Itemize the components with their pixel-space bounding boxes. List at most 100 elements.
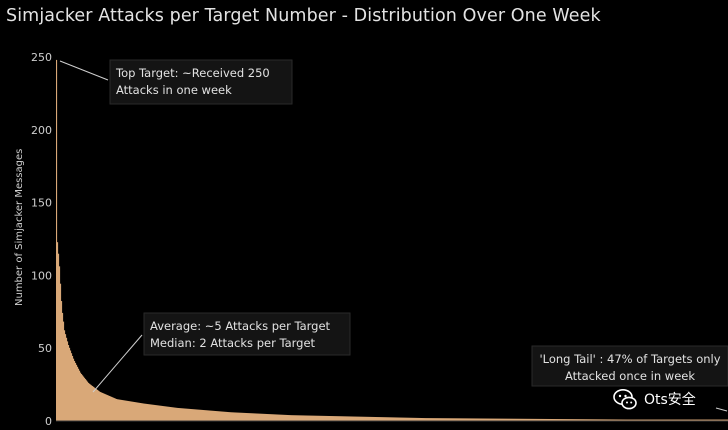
bar <box>581 419 583 421</box>
bar <box>443 418 445 421</box>
bar <box>154 404 156 421</box>
bar <box>152 404 154 421</box>
bar <box>662 419 664 421</box>
bar <box>297 415 299 421</box>
bar <box>555 419 557 421</box>
bar <box>60 283 62 421</box>
bar <box>579 419 581 421</box>
bar <box>351 416 353 421</box>
bar <box>583 419 585 421</box>
bar <box>470 418 472 421</box>
bar <box>308 415 310 421</box>
bar <box>638 419 640 421</box>
bar <box>160 405 162 421</box>
bar <box>96 389 98 421</box>
bar <box>528 418 530 421</box>
bar <box>402 417 404 421</box>
bar <box>66 337 68 421</box>
bar <box>635 419 637 421</box>
bar <box>617 419 619 421</box>
bar <box>655 419 657 421</box>
bar <box>665 419 667 421</box>
bar <box>434 418 436 421</box>
bar <box>677 419 679 421</box>
bar <box>99 391 101 421</box>
bar <box>436 418 438 421</box>
bar <box>551 418 553 421</box>
bar <box>231 412 233 421</box>
bar <box>660 419 662 421</box>
bar <box>667 419 669 421</box>
bar <box>626 419 628 421</box>
bar <box>408 417 410 421</box>
bar <box>465 418 467 421</box>
bar <box>630 419 632 421</box>
bar <box>538 418 540 421</box>
bar <box>661 419 663 421</box>
bar <box>399 417 401 421</box>
bar <box>492 418 494 421</box>
bar <box>398 417 400 421</box>
bar <box>548 418 550 421</box>
bar <box>251 413 253 421</box>
bar <box>451 418 453 421</box>
bar <box>605 419 607 421</box>
bar <box>544 418 546 421</box>
bar <box>490 418 492 421</box>
bar <box>310 415 312 421</box>
bar <box>560 419 562 421</box>
bar <box>371 416 373 421</box>
bar <box>680 419 682 421</box>
bar <box>244 412 246 421</box>
bar <box>243 412 245 421</box>
bar <box>512 418 514 421</box>
bar <box>625 419 627 421</box>
bar <box>144 403 146 421</box>
bar <box>77 366 79 421</box>
y-tick-label: 50 <box>38 342 52 355</box>
bar <box>438 418 440 421</box>
bar <box>114 398 116 421</box>
bar <box>346 416 348 421</box>
bar <box>424 418 426 421</box>
bar <box>419 417 421 421</box>
bar <box>136 402 138 421</box>
bar <box>466 418 468 421</box>
bar <box>191 409 193 421</box>
bar <box>417 417 419 421</box>
bar <box>385 417 387 421</box>
bar <box>637 419 639 421</box>
bar <box>116 398 118 421</box>
bar <box>186 408 188 421</box>
bar <box>153 404 155 421</box>
bar <box>550 418 552 421</box>
bar <box>227 411 229 421</box>
bar <box>162 405 164 421</box>
bar <box>549 418 551 421</box>
bar <box>576 419 578 421</box>
bar <box>433 418 435 421</box>
bar <box>516 418 518 421</box>
bar <box>517 418 519 421</box>
bar <box>119 399 121 421</box>
bar <box>59 266 61 421</box>
bar <box>179 408 181 421</box>
bar <box>719 419 721 421</box>
bar <box>510 418 512 421</box>
bar <box>711 419 713 421</box>
bar <box>503 418 505 421</box>
bar <box>647 419 649 421</box>
bar <box>286 414 288 421</box>
bar <box>105 394 107 421</box>
bar <box>363 416 365 421</box>
bar <box>418 417 420 421</box>
bar <box>169 406 171 421</box>
bar <box>692 419 694 421</box>
bar <box>100 392 102 421</box>
bar <box>322 415 324 421</box>
bar <box>280 414 282 421</box>
long-tail-connector <box>715 407 728 412</box>
y-tick-label: 250 <box>31 51 52 64</box>
watermark-text: Ots安全 <box>644 392 696 408</box>
bar <box>81 374 83 421</box>
